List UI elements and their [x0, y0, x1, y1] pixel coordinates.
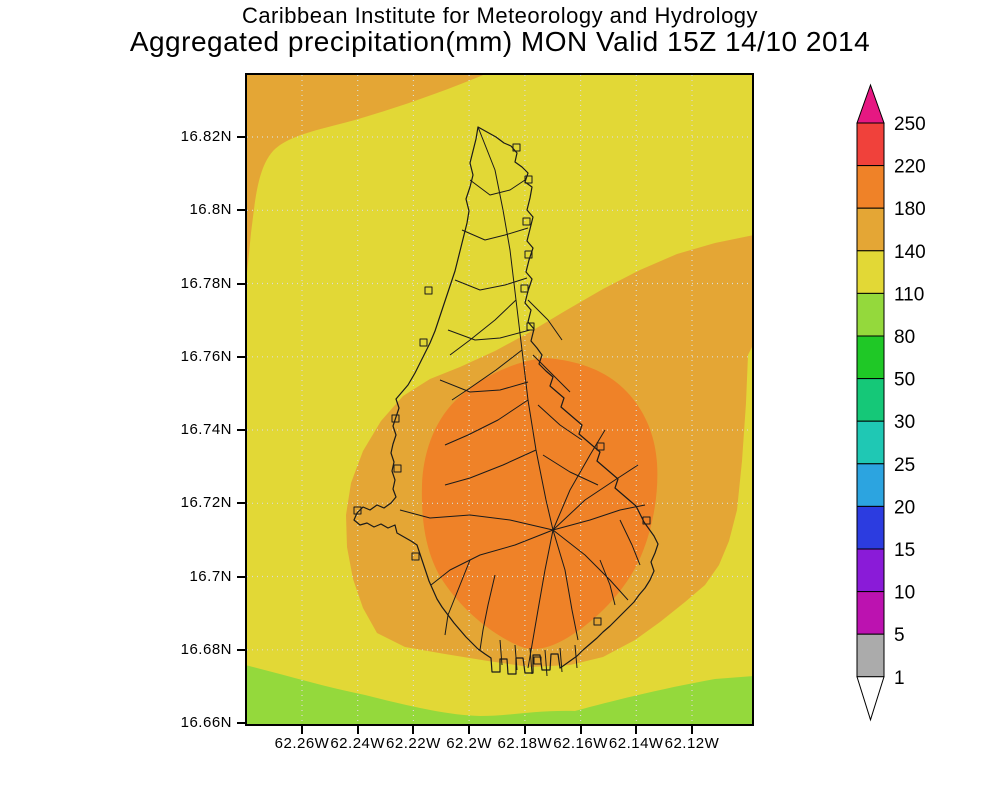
colorbar-level-label: 250 [894, 114, 926, 135]
colorbar-bottom-arrow [856, 676, 885, 722]
y-tick-mark [237, 136, 245, 138]
colorbar-level-label: 50 [894, 370, 915, 391]
x-tick-mark [690, 726, 693, 734]
x-tick-label: 62.26W [274, 735, 330, 752]
colorbar-level-label: 80 [894, 327, 915, 348]
colorbar-segment [856, 505, 885, 550]
graticule-gridlines [247, 75, 752, 724]
colorbar-segment [856, 378, 885, 422]
colorbar-level-label: 110 [894, 284, 924, 305]
colorbar-level-label: 140 [894, 242, 926, 263]
colorbar-segment [856, 633, 885, 678]
contour-band-140-180-nw-patch [245, 73, 488, 293]
colorbar-level-label: 15 [894, 540, 915, 561]
colorbar-top-arrow [856, 83, 885, 124]
y-tick-mark [237, 575, 245, 578]
x-tick-mark [412, 726, 415, 734]
contour-band-80-110-south [245, 665, 754, 726]
y-tick-label: 16.72N [180, 494, 232, 512]
figure-titles: Caribbean Institute for Meteorology and … [0, 3, 1000, 58]
x-tick-label: 62.18W [497, 735, 553, 752]
y-tick-label: 16.78N [180, 274, 232, 292]
y-tick-mark [237, 282, 245, 285]
x-tick-mark [468, 726, 471, 734]
y-tick-label: 16.8N [189, 201, 232, 219]
x-tick-label: 62.24W [330, 735, 386, 752]
colorbar-segment [856, 122, 885, 167]
x-tick-label: 62.16W [553, 735, 608, 752]
x-tick-mark [301, 726, 303, 734]
y-tick-mark [237, 429, 245, 431]
y-tick-label: 16.68N [180, 640, 232, 658]
x-tick-label: 62.2W [446, 735, 493, 752]
x-tick-label: 62.12W [664, 735, 720, 752]
colorbar-level-label: 20 [894, 497, 915, 518]
island-stream-network [399, 126, 646, 677]
colorbar-level-label: 5 [894, 625, 905, 646]
colorbar-level-label: 30 [894, 412, 915, 433]
map-plot-area [245, 73, 754, 726]
x-tick-mark [356, 726, 359, 734]
colorbar-level-label: 220 [894, 157, 926, 178]
colorbar-segment [856, 250, 885, 294]
colorbar-segment [856, 591, 885, 635]
colorbar-segment [856, 463, 885, 507]
colorbar-level-label: 10 [894, 583, 915, 604]
contour-band-180-220-core [421, 358, 658, 649]
x-tick-label: 62.22W [386, 735, 441, 752]
island-station-boxes [353, 143, 651, 665]
colorbar-segment [856, 335, 885, 380]
colorbar-segment [856, 165, 885, 209]
montserrat-island-overlay [353, 126, 659, 677]
y-tick-mark [237, 355, 245, 358]
y-tick-label: 16.66N [180, 714, 232, 731]
colorbar-level-label: 180 [894, 199, 926, 220]
y-tick-mark [237, 722, 245, 724]
x-tick-mark [579, 726, 582, 734]
x-tick-label: 62.14W [608, 735, 664, 752]
figure-title: Aggregated precipitation(mm) MON Valid 1… [129, 26, 871, 58]
x-tick-mark [523, 726, 526, 734]
plot-frame [245, 73, 754, 726]
y-tick-mark [237, 648, 245, 651]
colorbar-level-label: 25 [894, 455, 915, 476]
precipitation-colorbar: 250 220 180 140 110 80 50 30 25 20 15 10 5 1 [856, 83, 926, 722]
institution-title: Caribbean Institute for Meteorology and … [241, 3, 759, 28]
y-tick-label: 16.82N [180, 128, 232, 145]
x-tick-mark [635, 726, 638, 734]
colorbar-segment [856, 548, 885, 593]
y-tick-label: 16.76N [180, 347, 232, 365]
island-coastline [353, 126, 659, 675]
y-tick-label: 16.7N [189, 567, 232, 585]
colorbar-segment [856, 207, 885, 252]
y-tick-label: 16.74N [180, 421, 232, 438]
colorbar-level-label: 1 [894, 668, 905, 689]
colorbar-segment [856, 292, 885, 337]
y-tick-mark [237, 209, 245, 212]
colorbar-segment [856, 420, 885, 465]
y-tick-mark [237, 502, 245, 505]
